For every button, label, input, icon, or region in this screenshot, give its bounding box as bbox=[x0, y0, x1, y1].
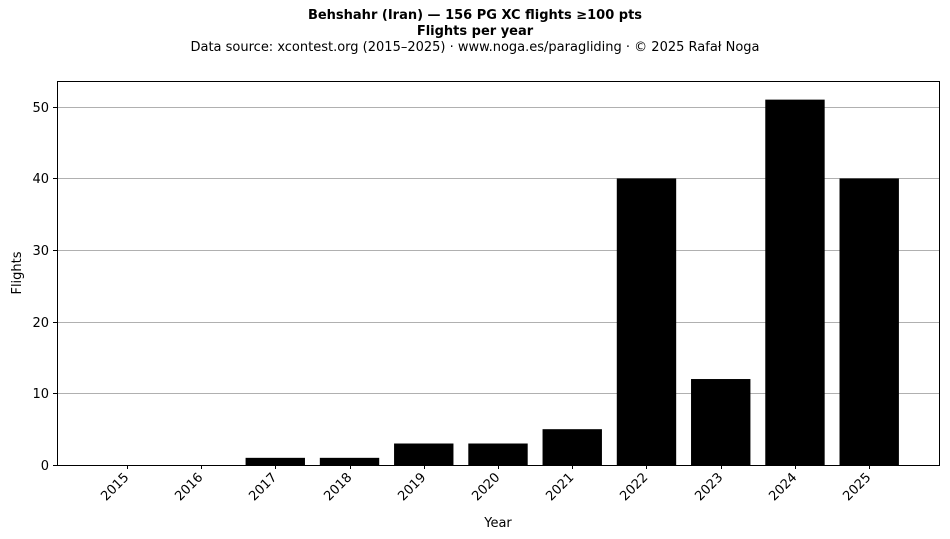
bar-2017 bbox=[245, 457, 305, 465]
chart-subtitle: Data source: xcontest.org (2015–2025) · … bbox=[190, 40, 760, 55]
x-tick-label: 2024 bbox=[766, 470, 800, 504]
x-tick-label: 2023 bbox=[692, 470, 726, 504]
y-tick-label: 30 bbox=[32, 244, 49, 259]
x-tick-label: 2022 bbox=[617, 470, 651, 504]
bar-2024 bbox=[765, 99, 825, 466]
y-axis-ticks: 0 10 20 30 40 50 bbox=[32, 101, 57, 474]
y-tick-label: 10 bbox=[32, 387, 49, 402]
x-tick-label: 2025 bbox=[840, 470, 874, 504]
y-tick-label: 50 bbox=[32, 101, 49, 116]
bar-2021 bbox=[542, 429, 602, 465]
x-tick-label: 2021 bbox=[543, 470, 577, 504]
chart-title-line-1: Behshahr (Iran) — 156 PG XC flights ≥100… bbox=[307, 8, 643, 23]
x-axis-label: Year bbox=[483, 516, 512, 531]
bar-2022 bbox=[616, 178, 677, 465]
x-axis-ticks: 2015 2016 2017 2018 2019 2020 2021 2022 2023 2024… bbox=[98, 465, 874, 504]
bars bbox=[245, 99, 899, 466]
chart-title-line-2: Flights per year bbox=[416, 24, 534, 39]
bar-2019 bbox=[394, 443, 454, 465]
x-tick-label: 2017 bbox=[246, 470, 280, 504]
bar-2025 bbox=[839, 178, 899, 465]
x-tick-label: 2020 bbox=[469, 470, 503, 504]
bar-2020 bbox=[468, 443, 528, 465]
y-axis-label: Flights bbox=[10, 251, 25, 294]
x-tick-label: 2016 bbox=[172, 470, 206, 504]
chart-title-block: Behshahr (Iran) — 156 PG XC flights ≥100… bbox=[0, 8, 950, 56]
x-tick-label: 2019 bbox=[395, 470, 429, 504]
bar-2023 bbox=[691, 379, 751, 465]
bar-2018 bbox=[319, 457, 380, 465]
y-tick-label: 20 bbox=[32, 316, 49, 331]
y-tick-label: 40 bbox=[32, 172, 49, 187]
x-tick-label: 2015 bbox=[98, 470, 132, 504]
y-tick-label: 0 bbox=[41, 459, 49, 474]
x-tick-label: 2018 bbox=[321, 470, 355, 504]
